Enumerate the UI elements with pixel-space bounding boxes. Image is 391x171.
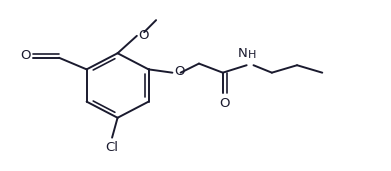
Text: O: O (219, 97, 230, 110)
Text: O: O (138, 29, 149, 42)
Text: Cl: Cl (106, 141, 118, 154)
Text: H: H (248, 50, 256, 60)
Text: O: O (20, 49, 31, 62)
Text: O: O (174, 65, 185, 78)
Text: N: N (238, 47, 248, 60)
